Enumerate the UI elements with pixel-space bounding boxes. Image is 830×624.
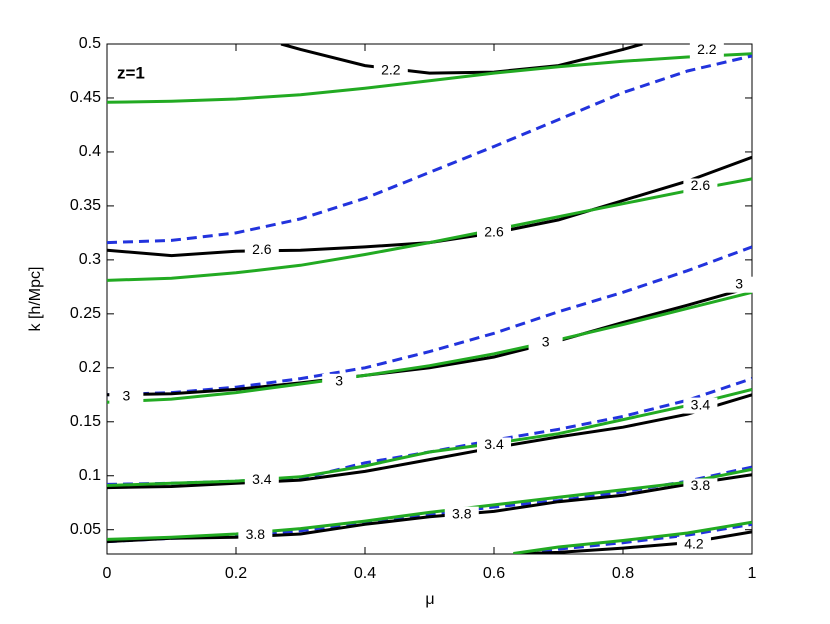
- x-axis-label: μ: [425, 591, 434, 608]
- contour-line: [513, 520, 752, 554]
- y-axis-label: k [h/Mpc]: [27, 267, 44, 332]
- contour-line: [107, 467, 752, 541]
- y-tick-label: 0.2: [79, 359, 101, 376]
- x-tick-label: 0.2: [225, 565, 247, 582]
- y-tick-label: 0.15: [70, 413, 101, 430]
- contour-line: [107, 387, 752, 487]
- contour-line: [107, 285, 752, 397]
- plot-frame: [106, 43, 753, 555]
- contour-label: 2.2: [697, 41, 717, 57]
- contour-line: [107, 473, 752, 544]
- x-tick-label: 0: [103, 565, 112, 582]
- label-background: [722, 276, 757, 293]
- label-background: [477, 437, 511, 454]
- y-tick-label: 0.35: [70, 197, 101, 214]
- contour-label: 3: [122, 388, 130, 404]
- contour-label: 2.6: [484, 224, 504, 240]
- x-tick-label: 0.4: [354, 565, 376, 582]
- label-background: [444, 506, 479, 523]
- label-background: [683, 397, 718, 414]
- label-background: [683, 178, 718, 195]
- label-background: [683, 478, 718, 495]
- contour-label: 3.8: [691, 477, 711, 493]
- y-tick-label: 0.1: [79, 467, 101, 484]
- contour-label: 4.2: [684, 536, 704, 552]
- dashed-curve: [107, 465, 752, 544]
- x-tick-label: 0.8: [612, 565, 634, 582]
- y-tick-label: 0.25: [70, 305, 101, 322]
- label-background: [676, 536, 711, 553]
- contour-label: 3.8: [452, 505, 472, 521]
- contour-label: 3: [335, 373, 343, 389]
- annotation: z=1: [117, 63, 145, 82]
- label-background: [322, 373, 357, 390]
- y-tick-label: 0.4: [79, 143, 101, 160]
- x-tick-label: 1: [748, 565, 757, 582]
- label-background: [689, 42, 724, 59]
- label-background: [238, 527, 273, 544]
- label-background: [528, 334, 563, 351]
- contour-labels: 2.2 2.2 2.6 2.6 2.6 3 3 3 3 3.4 3.4 3.4 3.8 3.8 3.8 4.2: [109, 41, 757, 553]
- contour-line: [107, 290, 752, 404]
- x-tick-label: 0.6: [483, 565, 505, 582]
- label-background: [244, 242, 279, 259]
- contour-label: 3: [735, 275, 743, 291]
- label-background: [373, 62, 408, 79]
- label-background: [244, 472, 279, 489]
- dashed-curve: [107, 245, 752, 397]
- dashed-curve: [107, 54, 752, 245]
- contour-label: 3.4: [252, 471, 272, 487]
- contour-label: 2.2: [381, 62, 401, 78]
- contour-label: 3.8: [246, 526, 266, 542]
- label-background: [477, 224, 511, 241]
- contour-label: 2.6: [691, 177, 711, 193]
- contour-label: 2.6: [252, 241, 272, 257]
- contour-label: 3: [542, 334, 550, 350]
- y-tick-label: 0.3: [79, 251, 101, 268]
- label-background: [109, 388, 144, 405]
- contour-line: [107, 177, 752, 282]
- y-tick-label: 0.5: [79, 35, 101, 52]
- y-tick-label: 0.45: [70, 89, 101, 106]
- contour-line: [280, 44, 643, 75]
- dashed-curve: [526, 522, 752, 554]
- contour-label: 3.4: [484, 436, 504, 452]
- contour-line: [107, 52, 752, 104]
- y-tick-label: 0.05: [70, 521, 101, 538]
- contour-label: 3.4: [691, 396, 711, 412]
- contour-line: [107, 393, 752, 490]
